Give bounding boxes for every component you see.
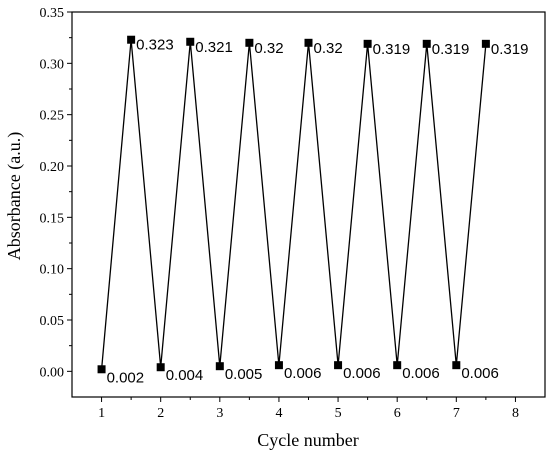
data-point (156, 363, 165, 372)
data-point (363, 39, 372, 48)
y-tick-label: 0.35 (40, 6, 65, 21)
x-tick-label: 2 (157, 406, 164, 421)
x-tick-label: 3 (216, 406, 223, 421)
data-point (422, 39, 431, 48)
data-label: 0.32 (314, 40, 343, 57)
y-tick-label: 0.15 (40, 211, 65, 226)
x-tick-label: 5 (335, 406, 342, 421)
data-label: 0.319 (491, 41, 529, 58)
series-line (100, 39, 487, 370)
data-label: 0.002 (107, 369, 145, 386)
data-label: 0.006 (343, 365, 381, 382)
y-tick-label: 0.10 (40, 263, 65, 278)
data-point (274, 361, 283, 370)
data-point (452, 361, 461, 370)
x-tick-label: 6 (394, 406, 401, 421)
x-axis-title: Cycle number (257, 430, 358, 450)
data-labels: 0.002 0.323 0.004 0.321 0.005 0.32 0.006 0.32 0.… (107, 37, 529, 387)
data-label: 0.319 (432, 41, 470, 58)
y-tick-label: 0.00 (40, 365, 65, 380)
data-label: 0.004 (166, 367, 204, 384)
data-point (127, 35, 136, 44)
x-tick-label: 1 (98, 406, 105, 421)
data-label: 0.32 (254, 40, 283, 57)
data-point (186, 37, 195, 46)
x-tick-label: 4 (275, 406, 282, 421)
data-point (97, 365, 106, 374)
data-label: 0.006 (284, 365, 322, 382)
data-label: 0.006 (461, 365, 499, 382)
data-label: 0.319 (373, 41, 411, 58)
plot-frame (71, 11, 546, 398)
y-axis-title: Absorbance (a.u.) (4, 132, 25, 260)
data-point (334, 361, 343, 370)
data-label: 0.005 (225, 366, 263, 383)
y-tick-label: 0.25 (40, 109, 65, 124)
data-label: 0.323 (136, 37, 174, 54)
ticks: 1 2 3 4 5 6 7 8 0.00 0.05 0.10 0.15 0.20 0.25 0.30 0.35 (40, 6, 519, 421)
y-tick-label: 0.20 (40, 160, 65, 175)
axes (71, 11, 546, 398)
x-tick-label: 7 (453, 406, 460, 421)
data-point (304, 38, 313, 47)
x-tick-label: 8 (512, 406, 519, 421)
data-point (245, 38, 254, 47)
data-point (481, 39, 490, 48)
data-point (215, 362, 224, 371)
y-tick-label: 0.30 (40, 57, 65, 72)
series (97, 35, 490, 374)
y-tick-label: 0.05 (40, 314, 65, 329)
data-label: 0.006 (402, 365, 440, 382)
data-label: 0.321 (195, 39, 233, 56)
data-point (393, 361, 402, 370)
